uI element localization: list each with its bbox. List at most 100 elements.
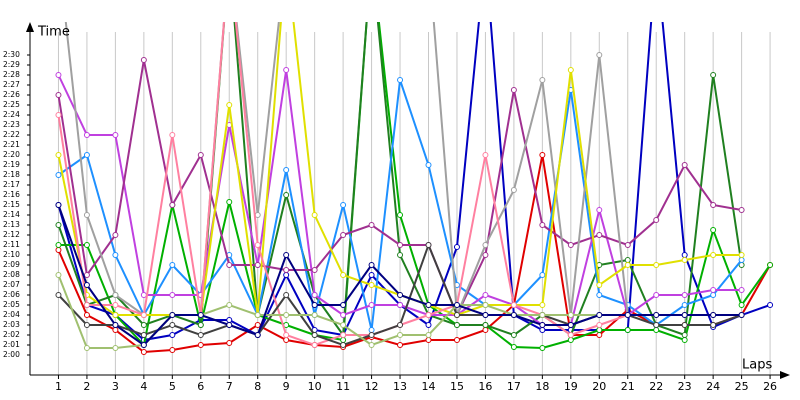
point [681,322,688,328]
point [710,202,717,208]
axes: Time Laps 1 2 3 4 5 6 7 8 9 10 11 12 13 14 15 16 17 18 19 2… [3,22,790,393]
x-tick-label: 23 [678,380,692,393]
point [539,302,546,308]
point [397,252,404,258]
point [510,332,517,338]
point [197,322,204,328]
x-tick-label: 26 [763,380,777,393]
point [311,212,318,218]
x-tick-label: 16 [478,380,492,393]
y-tick-label: 2:30 [3,50,20,59]
point [83,345,90,351]
x-tick-label: 8 [254,380,261,393]
y-tick-label: 2:03 [3,320,20,329]
point [567,332,574,338]
point [112,252,119,258]
x-tick-label: 17 [507,380,521,393]
y-tick-label: 2:00 [3,350,20,359]
point [596,282,603,288]
y-tick-label: 2:01 [3,340,20,349]
point [83,212,90,218]
point [340,302,347,308]
point [738,207,745,213]
point [254,332,261,338]
point [596,332,603,338]
y-tick-label: 2:29 [3,60,20,69]
point [368,342,375,348]
point [83,132,90,138]
y-tick-label: 2:22 [3,130,20,139]
x-tick-label: 21 [621,380,635,393]
point [112,327,119,333]
point [397,322,404,328]
point [340,342,347,348]
point [397,302,404,308]
point [169,292,176,298]
point [596,327,603,333]
y-tick-label: 2:15 [3,200,20,209]
point [283,267,290,273]
y-tick-label: 2:09 [3,260,20,269]
point [397,342,404,348]
point [112,132,119,138]
point [453,337,460,343]
x-tick-label: 2 [83,380,90,393]
point [653,292,660,298]
point [710,322,717,328]
point [340,202,347,208]
x-tick-label: 5 [169,380,176,393]
point [482,292,489,298]
point [539,152,546,158]
point [311,332,318,338]
point [283,252,290,258]
point [539,222,546,228]
point [311,302,318,308]
point [226,317,233,323]
y-tick-label: 2:23 [3,120,20,129]
x-tick-label: 6 [197,380,204,393]
point [197,152,204,158]
point [539,272,546,278]
point [425,302,432,308]
point [596,312,603,318]
point [140,57,147,63]
point [140,322,147,328]
point [83,322,90,328]
point [340,312,347,318]
point [140,349,147,355]
point [596,292,603,298]
point [55,112,62,118]
y-tick-label: 2:14 [3,210,20,219]
point [453,322,460,328]
point [681,162,688,168]
point [710,287,717,293]
point [368,332,375,338]
y-axis-label: Time [37,25,70,40]
point [368,222,375,228]
point [83,242,90,248]
point [710,72,717,78]
point [539,312,546,318]
point [169,262,176,268]
point [397,292,404,298]
point [283,337,290,343]
point [340,322,347,328]
point [169,132,176,138]
y-tick-label: 2:20 [3,150,20,159]
point [482,242,489,248]
x-tick-label: 12 [365,380,379,393]
point [254,322,261,328]
point [311,267,318,273]
y-tick-label: 2:21 [3,140,20,149]
point [55,292,62,298]
point [55,247,62,253]
point [283,167,290,173]
x-tick-label: 20 [592,380,606,393]
point [482,252,489,258]
point [112,345,119,351]
point [83,282,90,288]
y-tick-label: 2:05 [3,300,20,309]
point [681,312,688,318]
point [710,292,717,298]
